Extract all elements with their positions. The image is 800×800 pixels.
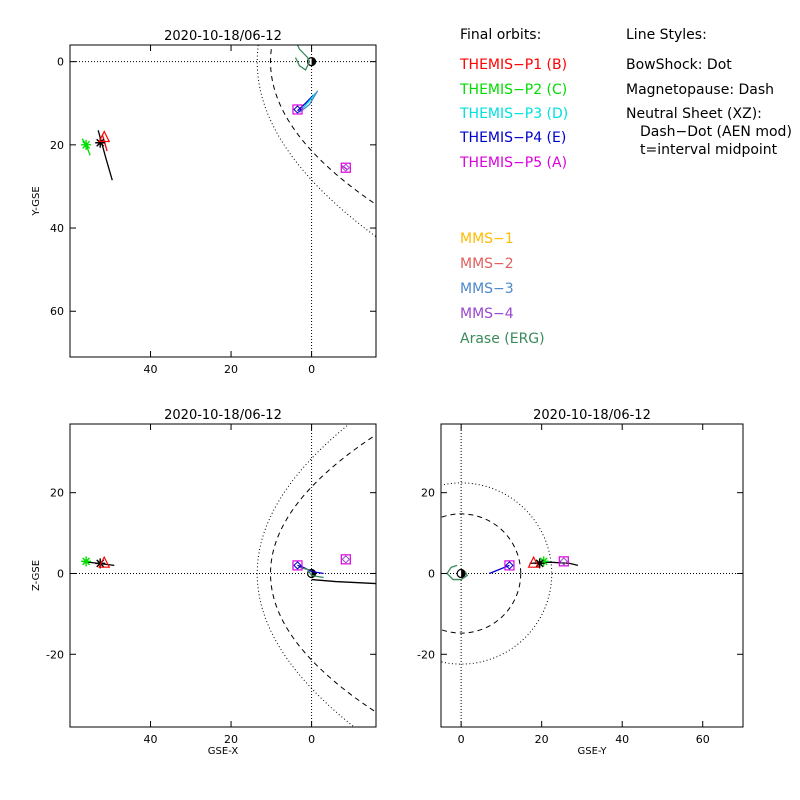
legend-style-dash-dot: Dash−Dot (AEN mod): [640, 124, 792, 140]
legend-style-midpoint: t=interval midpoint: [640, 142, 778, 158]
y-tick-label: 20: [50, 487, 64, 500]
marker-triangle-4: [527, 555, 540, 568]
earth-night-side: [461, 569, 466, 578]
y-tick-label: 20: [50, 139, 64, 152]
legend-style-magnetopause: Magnetopause: Dash: [626, 82, 775, 98]
y-tick-label: 40: [50, 222, 64, 235]
magnetopause: [270, 45, 376, 206]
y-tick-label: 0: [57, 567, 64, 580]
marker-diamond-4: [293, 561, 302, 570]
marker-asterisk-1: [95, 558, 106, 569]
track-arase: [299, 566, 324, 579]
plot-area: [70, 45, 376, 357]
marker-triangle-2: [98, 130, 111, 143]
track-arase: [294, 45, 311, 71]
y-tick-label: 20: [421, 487, 435, 500]
axes-frame: [69, 44, 377, 358]
bow-shock: [441, 482, 553, 665]
legend-orbits-header: Final orbits:: [460, 27, 542, 43]
marker-asterisk-0: [81, 556, 92, 567]
marker-asterisk-0: [81, 139, 92, 150]
marker-asterisk-1: [95, 137, 106, 148]
track-p5: [341, 165, 349, 171]
marker-square-0: [558, 556, 569, 567]
marker-diamond-1: [559, 557, 569, 566]
axes-frame: [69, 423, 377, 728]
neutral-sheet: [311, 578, 376, 585]
x-tick-label: 40: [144, 363, 158, 376]
legend-themis-p3: THEMIS−P3 (D): [460, 106, 569, 122]
marker-diamond-4: [293, 105, 302, 114]
x-tick-label: 20: [224, 733, 238, 746]
legend-mms-2: MMS−2: [460, 256, 514, 272]
x-tick-label: 0: [308, 733, 315, 746]
x-tick-label: 0: [308, 363, 315, 376]
marker-square-3: [292, 104, 303, 115]
legend-mms-3: MMS−3: [460, 281, 514, 297]
panel-title: 2020-10-18/06-12: [533, 408, 651, 423]
marker-diamond-6: [341, 163, 351, 172]
marker-diamond-6: [505, 561, 514, 570]
legend-themis-p5: THEMIS−P5 (A): [460, 155, 568, 171]
marker-square-3: [292, 560, 303, 571]
axes-frame: [440, 423, 744, 728]
earth-night-side: [311, 57, 316, 66]
track-p1-red: [101, 134, 108, 152]
track-mms3: [299, 90, 319, 113]
y-tick-label: -20: [417, 648, 435, 661]
legend-styles-header: Line Styles:: [626, 27, 707, 43]
legend-themis-p4: THEMIS−P4 (E): [460, 130, 567, 146]
track-arase: [446, 564, 469, 581]
x-tick-label: 40: [615, 733, 629, 746]
panel-1: 40 20 0 0 20 40 60 2020-10-18/06-12 Y-GSE: [31, 29, 377, 376]
legend-mms-4: MMS−4: [460, 306, 514, 322]
y-tick-label: -20: [46, 648, 64, 661]
x-axis-label: GSE-Y: [578, 746, 608, 757]
marker-square-5: [504, 560, 515, 571]
bow-shock: [256, 424, 355, 727]
legend-arase: Arase (ERG): [460, 331, 545, 347]
track-p1-p2-black: [97, 130, 113, 181]
marker-diamond-6: [341, 555, 351, 564]
x-tick-label: 20: [535, 733, 549, 746]
x-tick-label: 40: [144, 733, 158, 746]
x-axis-label: GSE-X: [208, 746, 239, 757]
marker-square-5: [340, 554, 351, 565]
legend-themis-p1: THEMIS−P1 (B): [460, 57, 568, 73]
panel-title: 2020-10-18/06-12: [164, 408, 282, 423]
marker-triangle-2: [98, 555, 111, 568]
y-tick-label: 60: [50, 305, 64, 318]
marker-asterisk-3: [534, 558, 545, 569]
y-tick-label: 0: [57, 56, 64, 69]
panel-title: 2020-10-18/06-12: [164, 29, 282, 44]
legend-mms-1: MMS−1: [460, 231, 514, 247]
y-tick-label: 0: [428, 567, 435, 580]
legend-style-neutral-sheet: Neutral Sheet (XZ):: [626, 106, 762, 122]
panel-2: 40 20 0 20 0 -20 2020-10-18/06-12 GSE-X Z-GSE: [31, 408, 377, 757]
magnetopause: [441, 513, 522, 634]
legend-themis-p2: THEMIS−P2 (C): [460, 82, 568, 98]
y-axis-label: Z-GSE: [31, 560, 42, 591]
plot-area: [441, 424, 743, 727]
legend-style-bowshock: BowShock: Dot: [626, 57, 732, 73]
x-tick-label: 20: [224, 363, 238, 376]
marker-asterisk-2: [538, 556, 549, 567]
marker-square-5: [340, 162, 351, 173]
x-tick-label: 60: [696, 733, 710, 746]
x-tick-label: 0: [458, 733, 465, 746]
panel-3: 0 20 40 60 20 0 -20 2020-10-18/06-12 GSE-Y: [417, 408, 744, 757]
y-axis-label: Y-GSE: [31, 186, 42, 216]
